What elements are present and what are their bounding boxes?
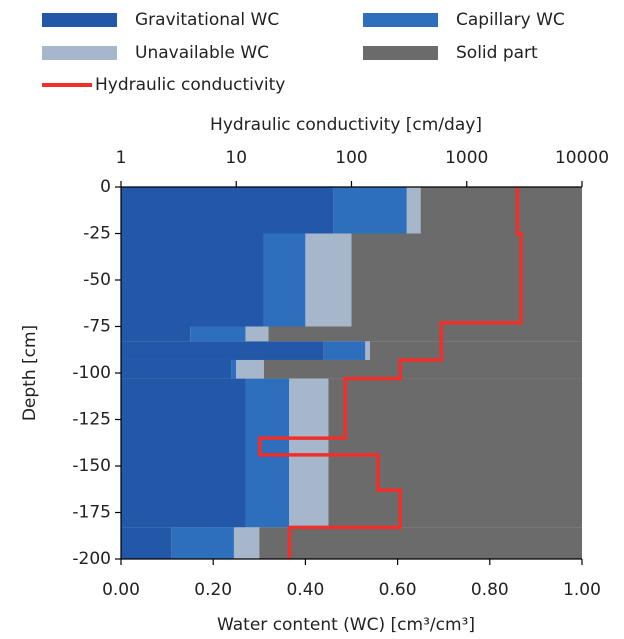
bar-segment <box>289 378 329 528</box>
bar-segment <box>121 527 172 559</box>
legend-label: Hydraulic conductivity <box>95 75 285 95</box>
x-axis-title: Water content (WC) [cm³/cm³] <box>217 615 475 635</box>
legend-swatch <box>42 46 117 60</box>
legend-swatch <box>363 13 438 27</box>
bar-segment <box>305 233 352 327</box>
bar-segment <box>190 326 246 342</box>
x-tick-label: 0.20 <box>194 580 232 600</box>
legend-label: Capillary WC <box>456 10 565 30</box>
bar-segment <box>263 359 582 379</box>
y-tick-label: -25 <box>83 224 111 244</box>
bar-segment <box>365 341 370 360</box>
x2-tick-label: 1 <box>116 148 127 168</box>
bar-segment <box>333 187 407 234</box>
bar-segment <box>121 187 334 234</box>
bar-segment <box>233 527 260 559</box>
bar-segment <box>121 341 324 360</box>
legend-label: Unavailable WC <box>135 43 269 63</box>
legend-label: Gravitational WC <box>135 10 279 30</box>
bar-segment <box>328 378 582 528</box>
bar-segment <box>245 326 269 342</box>
bar-segment <box>231 359 237 379</box>
bar-segment <box>171 527 234 559</box>
y-tick-label: -50 <box>83 270 111 290</box>
bar-segment <box>245 378 290 528</box>
y-tick-label: 0 <box>100 177 111 197</box>
bar-segment <box>420 187 582 234</box>
x2-tick-label: 100 <box>335 148 367 168</box>
legend-label: Solid part <box>456 43 538 63</box>
bar-segment <box>406 187 421 234</box>
bar-segment <box>323 341 366 360</box>
bar-segment <box>369 341 582 360</box>
x2-tick-label: 1000 <box>445 148 488 168</box>
bar-segment <box>236 359 264 379</box>
x-tick-label: 0.60 <box>379 580 417 600</box>
bar-segment <box>263 233 306 327</box>
x2-tick-label: 10000 <box>555 148 609 168</box>
y-tick-label: -125 <box>72 410 111 430</box>
x-tick-label: 0.00 <box>102 580 140 600</box>
bar-segment <box>351 233 582 327</box>
legend-swatch <box>363 46 438 60</box>
y-tick-label: -175 <box>72 503 111 523</box>
x-tick-label: 0.80 <box>471 580 509 600</box>
y-tick-label: -200 <box>72 549 111 569</box>
y-tick-label: -100 <box>72 363 111 383</box>
conductivity-line <box>258 187 523 559</box>
legend-swatch <box>42 13 117 27</box>
bar-segment <box>121 326 191 342</box>
bar-segment <box>268 326 582 342</box>
bar-segment <box>259 527 582 559</box>
y-tick-label: -150 <box>72 456 111 476</box>
x2-tick-label: 10 <box>225 148 247 168</box>
bar-segment <box>121 378 246 528</box>
y-tick-label: -75 <box>83 317 111 337</box>
y-axis-title: Depth [cm] <box>20 325 40 421</box>
x-tick-label: 0.40 <box>286 580 324 600</box>
bar-segment <box>121 359 232 379</box>
x-tick-label: 1.00 <box>563 580 601 600</box>
bar-segment <box>121 233 264 327</box>
x2-axis-title: Hydraulic conductivity [cm/day] <box>210 115 482 135</box>
